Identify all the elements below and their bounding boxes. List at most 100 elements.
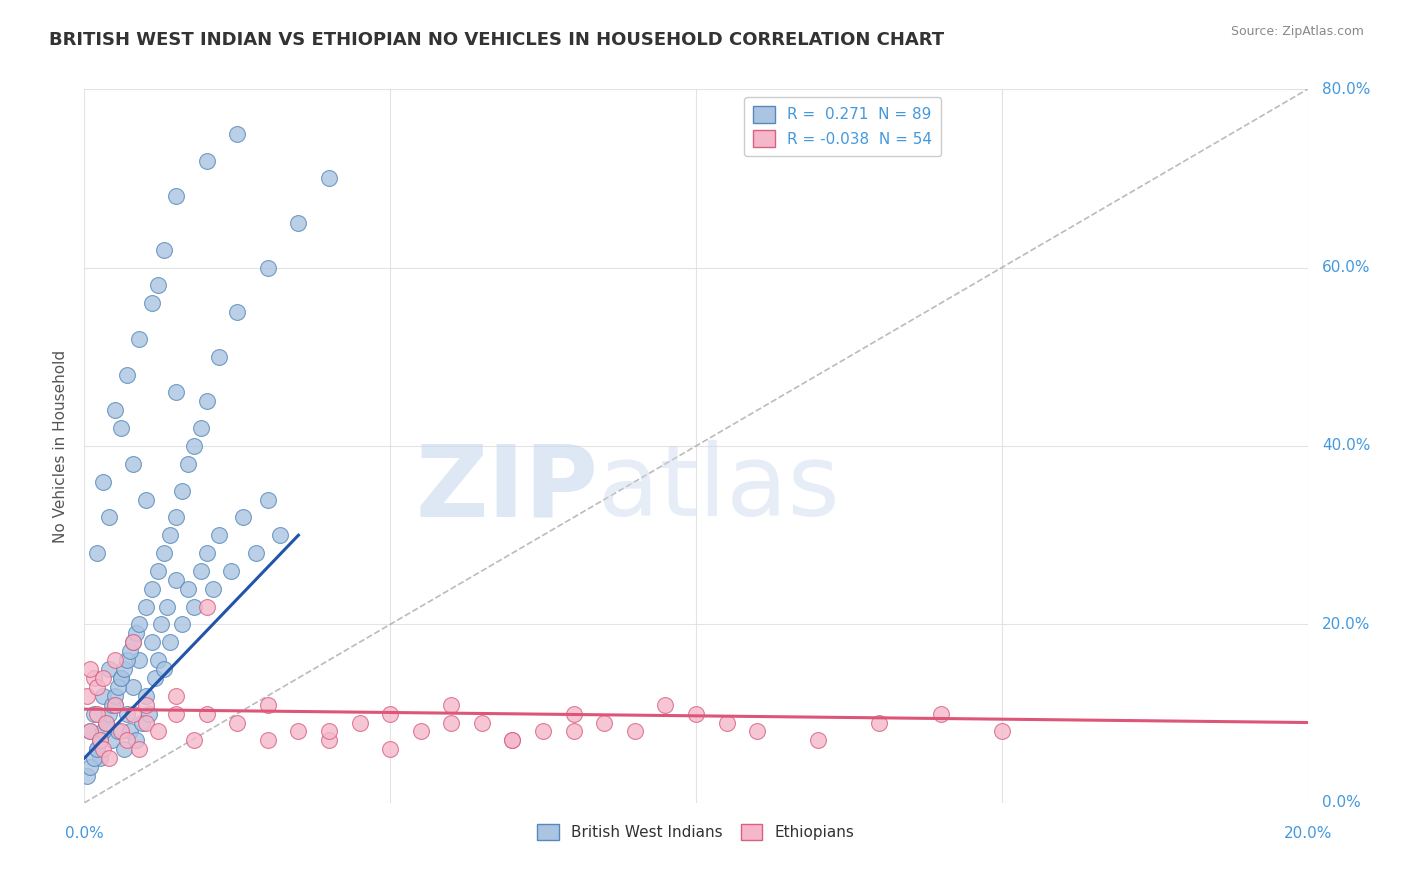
Point [76, 689, 98, 703]
Point [685, 706, 707, 721]
Point [208, 350, 231, 364]
Point [219, 564, 242, 578]
Point [128, 617, 150, 632]
Point [128, 332, 150, 346]
Point [232, 510, 254, 524]
Point [195, 394, 218, 409]
Point [146, 724, 169, 739]
Point [146, 653, 169, 667]
Point [201, 582, 224, 596]
Text: 0.0%: 0.0% [1322, 796, 1361, 810]
Point [502, 733, 524, 747]
Point [107, 724, 129, 739]
Point [318, 724, 340, 739]
Point [287, 216, 309, 230]
Point [110, 671, 132, 685]
Point [195, 153, 218, 168]
Point [97, 662, 120, 676]
Point [165, 689, 187, 703]
Point [110, 724, 132, 739]
Point [562, 706, 585, 721]
Point [125, 733, 148, 747]
Point [624, 724, 647, 739]
Text: 60.0%: 60.0% [1322, 260, 1371, 275]
Y-axis label: No Vehicles in Household: No Vehicles in Household [53, 350, 69, 542]
Point [440, 715, 463, 730]
Point [165, 573, 187, 587]
Point [79, 662, 101, 676]
Point [172, 483, 194, 498]
Point [86, 706, 108, 721]
Point [115, 368, 138, 382]
Point [183, 733, 205, 747]
Point [89, 733, 111, 747]
Point [318, 733, 340, 747]
Point [141, 296, 163, 310]
Point [131, 715, 153, 730]
Point [135, 492, 157, 507]
Point [257, 260, 280, 275]
Text: BRITISH WEST INDIAN VS ETHIOPIAN NO VEHICLES IN HOUSEHOLD CORRELATION CHART: BRITISH WEST INDIAN VS ETHIOPIAN NO VEHI… [49, 31, 945, 49]
Point [83, 706, 105, 721]
Point [97, 706, 120, 721]
Point [195, 599, 218, 614]
Point [135, 698, 157, 712]
Point [143, 671, 166, 685]
Point [86, 680, 108, 694]
Point [112, 662, 135, 676]
Point [115, 733, 138, 747]
Point [146, 278, 169, 293]
Point [257, 733, 280, 747]
Text: 20.0%: 20.0% [1322, 617, 1371, 632]
Point [165, 189, 187, 203]
Point [122, 457, 145, 471]
Point [226, 127, 249, 141]
Point [94, 715, 117, 730]
Point [153, 662, 176, 676]
Point [502, 733, 524, 747]
Point [226, 715, 249, 730]
Point [112, 742, 135, 756]
Point [104, 689, 127, 703]
Point [245, 546, 267, 560]
Point [409, 724, 432, 739]
Point [97, 510, 120, 524]
Point [79, 760, 101, 774]
Point [257, 698, 280, 712]
Point [146, 564, 169, 578]
Point [165, 706, 187, 721]
Text: atlas: atlas [598, 441, 839, 537]
Point [531, 724, 554, 739]
Point [159, 528, 181, 542]
Point [83, 751, 105, 765]
Point [190, 564, 212, 578]
Point [107, 680, 129, 694]
Point [83, 671, 105, 685]
Point [195, 706, 218, 721]
Point [195, 546, 218, 560]
Point [91, 724, 114, 739]
Point [177, 582, 200, 596]
Point [716, 715, 738, 730]
Point [122, 706, 145, 721]
Point [172, 617, 194, 632]
Point [94, 715, 117, 730]
Point [135, 599, 157, 614]
Point [471, 715, 494, 730]
Point [97, 751, 120, 765]
Point [76, 769, 98, 783]
Point [104, 653, 127, 667]
Text: 0.0%: 0.0% [65, 826, 104, 840]
Point [79, 724, 101, 739]
Point [593, 715, 616, 730]
Point [562, 724, 585, 739]
Point [120, 724, 142, 739]
Point [89, 733, 111, 747]
Point [165, 385, 187, 400]
Point [141, 582, 163, 596]
Point [654, 698, 676, 712]
Point [287, 724, 309, 739]
Point [104, 403, 127, 417]
Point [91, 671, 114, 685]
Point [94, 715, 117, 730]
